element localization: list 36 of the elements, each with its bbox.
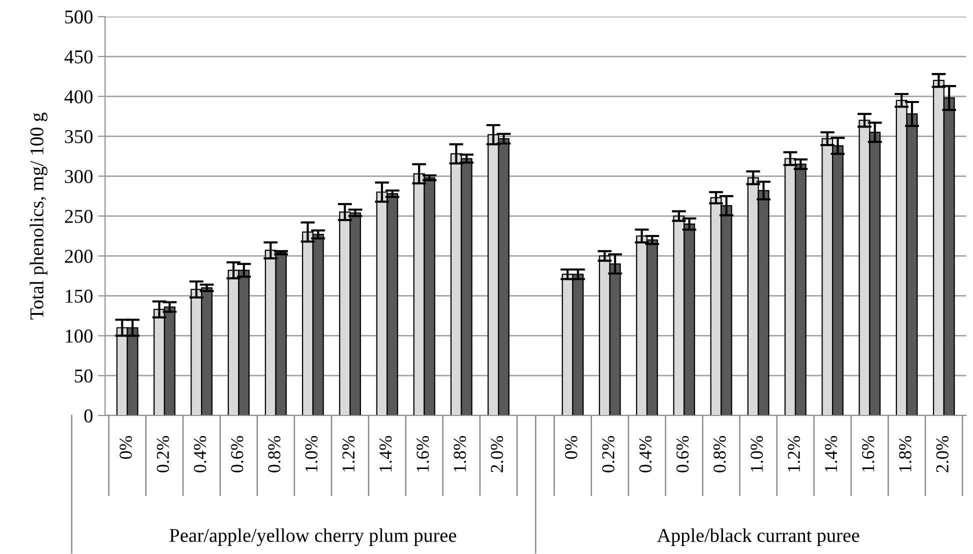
x-tick-label: 0.6% <box>676 436 689 472</box>
y-tick-label: 350 <box>65 130 93 144</box>
x-tick-label: 0% <box>565 436 578 459</box>
y-tick-label: 300 <box>65 170 93 184</box>
x-tick-label: 2.0% <box>490 436 504 472</box>
y-tick-label: 500 <box>65 10 93 24</box>
x-tick-label: 0.4% <box>639 436 652 472</box>
x-tick-label: 0% <box>120 436 132 459</box>
x-tick-label: 2.0% <box>936 436 949 472</box>
y-axis-title: Total phenolics, mg/ 100 g <box>30 112 48 320</box>
y-tick-label: 250 <box>64 210 93 223</box>
x-tick-label: 0.8% <box>714 436 726 472</box>
x-tick-label: 1.8% <box>454 436 466 472</box>
x-tick-label: 0.2% <box>156 436 170 472</box>
x-tick-label: 0.2% <box>602 436 614 472</box>
x-tick-label: 1.4% <box>824 436 838 472</box>
y-tick-label: 150 <box>66 290 93 303</box>
y-tick-label: 450 <box>64 50 93 64</box>
x-tick-label: 0.8% <box>268 436 280 472</box>
x-tick-label: 0.6% <box>231 436 244 472</box>
x-tick-label: 1.6% <box>416 436 429 472</box>
x-tick-label: 1.8% <box>899 436 912 472</box>
y-tick-label: 400 <box>64 90 93 104</box>
x-tick-label: 1.2% <box>788 436 800 472</box>
x-tick-label: 1.0% <box>750 436 763 472</box>
x-tick-label: 1.4% <box>380 436 392 472</box>
y-tick-label: 200 <box>64 250 93 263</box>
y-tick-label: 0 <box>84 409 93 422</box>
x-tick-label: 0.4% <box>194 436 206 472</box>
text: Apple/black currant puree <box>657 528 860 546</box>
x-tick-label: 1.2% <box>342 436 355 472</box>
y-tick-label: 50 <box>74 369 93 383</box>
x-tick-label: 1.6% <box>862 436 874 472</box>
text: Pear/apple/yellow cherry plum puree <box>170 528 456 546</box>
x-tick-label: 1.0% <box>305 436 318 472</box>
y-tick-label: 100 <box>66 330 93 343</box>
